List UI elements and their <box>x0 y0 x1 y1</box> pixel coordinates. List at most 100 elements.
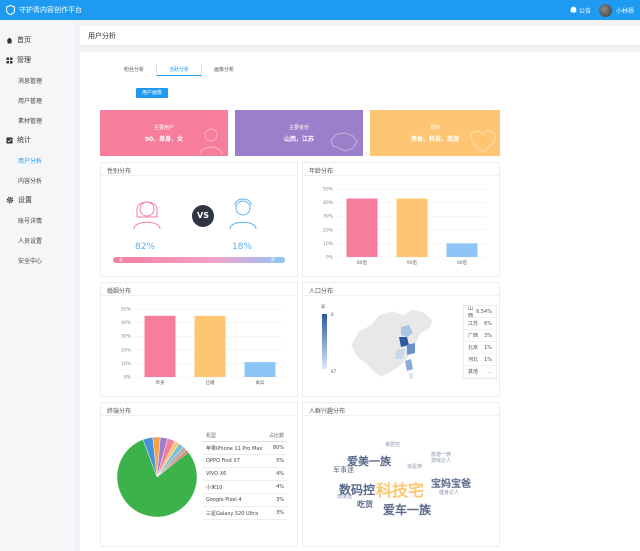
page-title: 用户分析 <box>88 31 116 40</box>
column-header: 机型 <box>206 432 217 439</box>
sidebar-item-materials[interactable]: 素材管理 <box>18 117 43 125</box>
female-percent: 82% <box>135 242 156 252</box>
interest-word[interactable]: 吃货 <box>357 500 373 509</box>
male-bar-label: 男 <box>271 257 275 262</box>
notice-label: 公告 <box>578 7 591 15</box>
sidebar-item-user-analysis[interactable]: 用户分析 <box>18 157 43 165</box>
device-name: 三星Galaxy S20 Ultra <box>206 510 259 517</box>
card-title: 主要省份 <box>288 125 309 131</box>
bar[interactable] <box>396 198 428 257</box>
region-row: 河北 1% <box>464 354 496 366</box>
sidebar-item-messages[interactable]: 消息管理 <box>18 77 43 85</box>
bar[interactable] <box>446 243 478 257</box>
bar[interactable] <box>194 315 226 377</box>
tab-bar: 粉丝分析 活跃分析 画像分析 <box>112 64 246 76</box>
panel-region: 人口分布 高 8 67 山西 6.54% 江苏 6% 广西 3% 北京 1% 河北 1% … <box>302 282 500 397</box>
page-header: 用户分析 <box>80 26 640 46</box>
female-avatar-icon <box>133 201 161 229</box>
device-pie-chart <box>116 436 198 518</box>
device-value: 4% <box>276 484 284 490</box>
sidebar: 首页 管理 消息管理 用户管理 素材管理 统计 用户分析 内容分析 设置 账号详… <box>0 20 74 551</box>
density-scale-bar[interactable] <box>322 314 327 369</box>
gear-icon <box>6 196 14 204</box>
checkbox-icon <box>6 137 13 143</box>
table-row: Google Pixel 4 3% <box>203 494 287 507</box>
panel-age: 年龄分布 0% 10% 20% 30% 40% 50% 80后 90后 00后 <box>302 162 500 277</box>
content-area: 粉丝分析 活跃分析 画像分析 用户画像 主要用户 90、单身、女 主要省份 山西… <box>80 52 640 551</box>
x-tick-label: 单身 <box>156 379 165 386</box>
interest-word[interactable]: 宝妈宝爸 <box>431 479 471 490</box>
sidebar-item-home[interactable]: 首页 <box>0 30 74 50</box>
region-value: 6.54% <box>476 308 492 315</box>
device-value: 3% <box>276 510 284 516</box>
interest-word[interactable]: 爱美一族 <box>347 455 391 468</box>
pie-slice[interactable] <box>156 449 189 478</box>
interest-word[interactable]: 科技宅 <box>376 481 425 500</box>
region-row: 其他... <box>464 366 496 378</box>
panel-marital: 婚姻分布 0% 10% 20% 30% 40% 50% 单身 已婚 离异 <box>100 282 298 397</box>
interest-word[interactable]: 追星族 <box>407 464 423 470</box>
region-value: 6% <box>484 320 492 327</box>
bar[interactable] <box>244 362 276 377</box>
device-name: 苹果iPhone 11 Pro Max <box>206 445 263 452</box>
y-tick-label: 20% <box>121 347 132 353</box>
male-percent: 18% <box>232 242 253 252</box>
y-tick-label: 50% <box>121 307 132 313</box>
interest-word[interactable]: 数码控 <box>339 483 376 497</box>
table-row: 苹果iPhone 11 Pro Max 80% <box>203 442 287 455</box>
card-value: 美食、科技、旅游 <box>410 136 459 143</box>
interest-word[interactable]: 旅游一族 <box>431 452 452 458</box>
region-value: ... <box>487 368 492 375</box>
interest-word[interactable]: 军事迷 <box>333 466 354 474</box>
region-name: 北京 <box>468 345 479 351</box>
scale-max-label: 8 <box>331 312 334 317</box>
user-menu[interactable]: 小林杨 <box>598 3 634 17</box>
y-tick-label: 30% <box>121 334 132 340</box>
china-map[interactable] <box>341 305 441 385</box>
user-portrait-button[interactable]: 用户画像 <box>136 88 168 98</box>
region-value: 1% <box>484 344 492 351</box>
table-row: 三星Galaxy S20 Ultra 3% <box>203 507 287 520</box>
y-tick-label: 10% <box>121 361 132 367</box>
home-icon <box>6 37 13 43</box>
tab-fans[interactable]: 粉丝分析 <box>112 64 158 76</box>
card-value: 山西，江苏 <box>283 136 314 143</box>
sidebar-group-label: 管理 <box>17 56 31 64</box>
sidebar-item-people[interactable]: 人员设置 <box>18 237 43 245</box>
scale-high-label: 高 <box>321 304 325 309</box>
pie-slice[interactable] <box>116 439 198 518</box>
sidebar-item-users[interactable]: 用户管理 <box>18 97 43 105</box>
tab-portrait[interactable]: 画像分析 <box>214 67 235 73</box>
x-tick-label: 离异 <box>256 379 265 386</box>
interest-word[interactable]: 游戏达人 <box>431 458 452 464</box>
bar[interactable] <box>144 315 176 377</box>
sidebar-group-stats[interactable]: 统计 <box>0 130 74 150</box>
male-avatar-icon <box>229 198 257 229</box>
map-outline-icon <box>330 132 358 152</box>
interest-word[interactable]: 动漫迷 <box>337 494 353 500</box>
sidebar-item-content-analysis[interactable]: 内容分析 <box>18 177 43 185</box>
sidebar-item-account[interactable]: 账号详情 <box>18 217 43 225</box>
region-row: 北京 1% <box>464 342 496 354</box>
interest-word[interactable]: 爱车一族 <box>383 503 432 517</box>
sidebar-group-settings[interactable]: 设置 <box>0 190 74 210</box>
region-name: 广西 <box>468 333 479 339</box>
x-tick-label: 00后 <box>457 259 468 266</box>
sidebar-item-security[interactable]: 安全中心 <box>18 257 43 265</box>
y-tick-label: 0% <box>124 375 132 381</box>
gender-ratio-bar: 女 男 <box>113 257 285 263</box>
tab-active[interactable]: 活跃分析 <box>157 64 203 76</box>
x-tick-label: 已婚 <box>206 379 215 386</box>
app-logo[interactable]: 守护青内容创作平台 <box>6 5 82 15</box>
panel-title: 性别分布 <box>101 163 297 176</box>
device-name: OPPO Find X7 <box>206 458 240 464</box>
interest-word[interactable]: 健身达人 <box>439 490 460 496</box>
region-row: 山西 6.54% <box>464 305 496 319</box>
bar[interactable] <box>346 198 378 257</box>
interest-word[interactable]: 家居控 <box>385 442 401 448</box>
region-row: 江苏 6% <box>464 318 496 330</box>
sidebar-group-manage[interactable]: 管理 <box>0 50 74 70</box>
y-tick-label: 0% <box>326 255 334 261</box>
region-name: 山西 <box>468 305 474 319</box>
notice-button[interactable]: 公告 <box>570 6 591 15</box>
